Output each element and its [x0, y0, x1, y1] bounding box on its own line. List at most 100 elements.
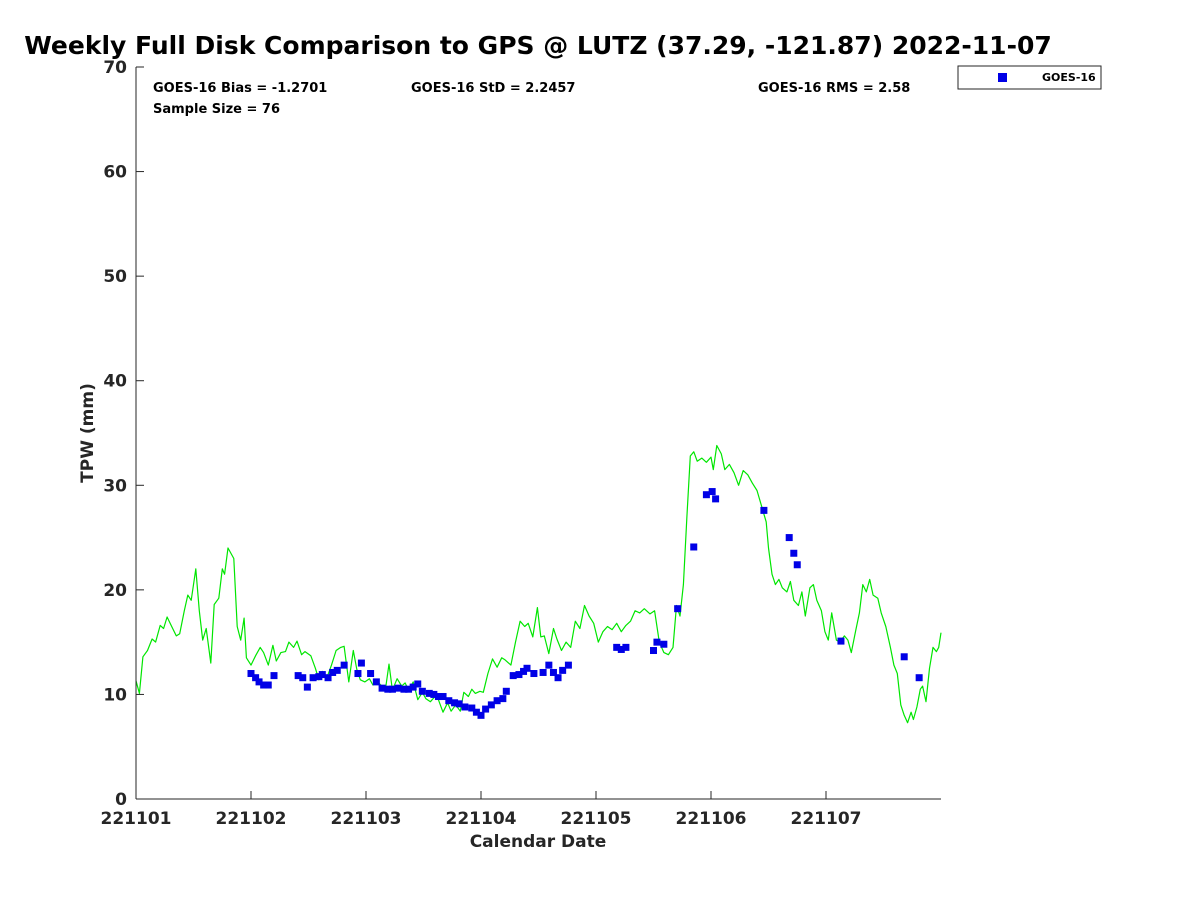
goes16-point — [418, 687, 426, 695]
y-tick-label-40: 40 — [103, 372, 127, 392]
goes16-point — [539, 668, 547, 676]
goes16-point — [340, 661, 348, 669]
goes16-series — [247, 488, 923, 719]
y-tick-label-0: 0 — [115, 790, 127, 810]
x-tick-label-221103: 221103 — [331, 809, 402, 829]
goes16-point — [329, 668, 337, 676]
goes16-point — [384, 685, 392, 693]
goes16-point — [439, 693, 447, 701]
goes16-point — [915, 674, 923, 682]
legend: GOES-16 — [957, 65, 1102, 90]
goes16-point — [270, 672, 278, 680]
goes16-point — [515, 671, 523, 679]
goes16-point — [760, 506, 768, 514]
x-tick-label-221106: 221106 — [676, 809, 747, 829]
goes16-point — [299, 674, 307, 682]
goes16-point — [468, 704, 476, 712]
goes16-point — [790, 549, 798, 557]
x-tick-label-221107: 221107 — [791, 809, 862, 829]
plot-background — [136, 67, 941, 799]
goes16-point — [530, 670, 538, 678]
goes16-point — [554, 674, 562, 682]
goes16-point — [472, 708, 480, 716]
goes16-point — [409, 683, 417, 691]
goes16-point — [309, 674, 317, 682]
x-tick-label-221104: 221104 — [446, 809, 517, 829]
goes16-point — [549, 668, 557, 676]
goes16-point — [509, 672, 517, 680]
goes16-point — [414, 680, 422, 688]
goes16-point — [708, 488, 716, 496]
goes16-point — [461, 703, 469, 711]
goes16-point — [837, 637, 845, 645]
goes16-point — [430, 690, 438, 698]
goes16-point — [690, 543, 698, 551]
chart-title: Weekly Full Disk Comparison to GPS @ LUT… — [24, 31, 1052, 60]
y-tick-label-20: 20 — [103, 581, 127, 601]
goes16-point — [622, 643, 630, 651]
goes16-point — [400, 685, 408, 693]
goes16-point — [559, 666, 567, 674]
goes16-point — [318, 671, 326, 679]
goes16-point — [674, 605, 682, 613]
stats-box: GOES-16 Bias = -1.2701 GOES-16 StD = 2.2… — [153, 81, 910, 117]
goes16-point — [372, 678, 380, 686]
goes16-point — [564, 661, 572, 669]
goes16-point — [425, 689, 433, 697]
goes16-point — [264, 681, 272, 689]
goes16-point — [499, 695, 507, 703]
goes16-point — [388, 685, 396, 693]
goes16-point — [451, 699, 459, 707]
goes16-point — [493, 697, 501, 705]
goes16-point — [247, 670, 255, 678]
goes16-point — [653, 638, 661, 646]
goes16-point — [405, 685, 413, 693]
goes16-point — [455, 700, 463, 708]
plot-area — [135, 67, 942, 800]
goes16-point — [702, 491, 710, 499]
goes16-point — [502, 687, 510, 695]
goes16-point — [545, 661, 553, 669]
goes16-point — [260, 681, 268, 689]
goes16-point — [445, 697, 453, 705]
y-tick-label-70: 70 — [103, 58, 127, 78]
y-tick-label-10: 10 — [103, 685, 127, 705]
x-axis-ticks: 221101 221102 221103 221104 221105 221106 2211… — [101, 791, 862, 829]
y-tick-label-50: 50 — [103, 267, 127, 287]
bias-stat: GOES-16 Bias = -1.2701 — [153, 81, 327, 96]
goes16-point — [900, 653, 908, 661]
goes16-point — [482, 705, 490, 713]
goes16-point — [252, 674, 260, 682]
rms-stat: GOES-16 RMS = 2.58 — [758, 81, 910, 96]
x-tick-label-221102: 221102 — [216, 809, 287, 829]
goes16-point — [487, 701, 495, 709]
goes16-point — [660, 640, 668, 648]
goes16-point — [378, 684, 386, 692]
gps-series — [135, 444, 942, 724]
goes16-point — [523, 664, 531, 672]
goes16-point — [712, 495, 720, 503]
x-tick-label-221105: 221105 — [561, 809, 632, 829]
y-tick-label-30: 30 — [103, 476, 127, 496]
goes16-point — [333, 666, 341, 674]
goes16-point — [294, 672, 302, 680]
goes16-point — [324, 674, 332, 682]
sample-size-stat: Sample Size = 76 — [153, 102, 280, 117]
goes16-point — [793, 561, 801, 569]
y-tick-label-60: 60 — [103, 163, 127, 183]
y-axis-ticks: 0 10 20 30 40 50 60 70 — [103, 58, 144, 810]
legend-label-goes16: GOES-16 — [1042, 71, 1096, 84]
goes16-point — [617, 645, 625, 653]
goes16-point — [255, 678, 263, 686]
y-axis-label: TPW (mm) — [78, 383, 98, 483]
goes16-point — [354, 670, 362, 678]
goes16-point — [367, 670, 375, 678]
legend-marker-goes16 — [998, 73, 1007, 82]
goes16-point — [613, 643, 621, 651]
goes16-point — [303, 683, 311, 691]
goes16-point — [650, 647, 657, 655]
gps-line — [135, 444, 942, 724]
goes16-point — [357, 659, 365, 667]
goes16-point — [394, 684, 402, 692]
